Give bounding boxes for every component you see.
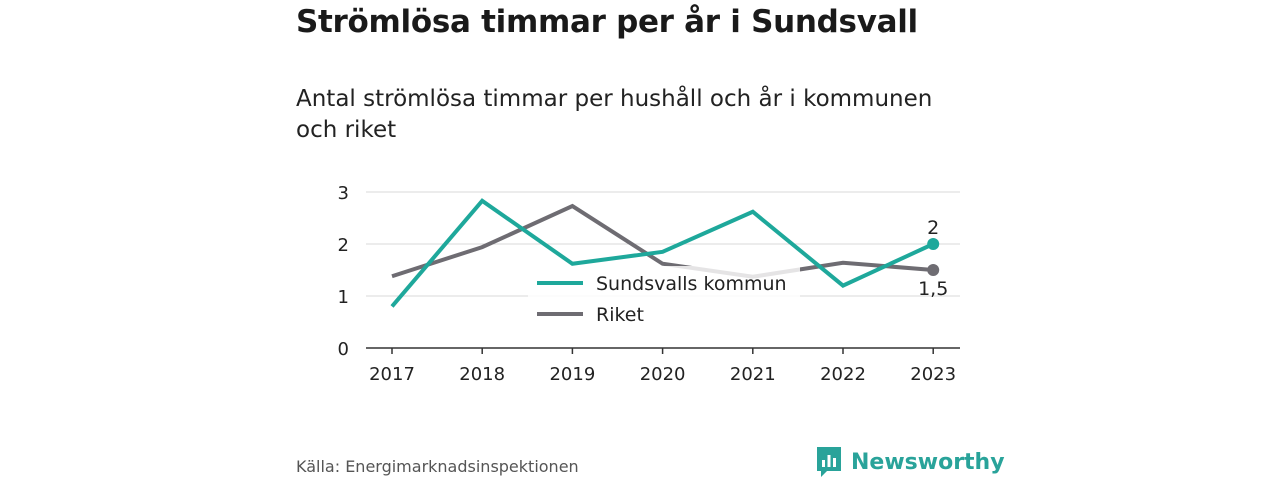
end-value-label: 1,5: [918, 278, 948, 300]
series-line-0: [390, 198, 935, 308]
end-marker: [927, 264, 940, 276]
x-tick-label: 2022: [820, 364, 866, 385]
chart-title: Strömlösa timmar per år i Sundsvall: [296, 4, 918, 40]
end-value-label: 2: [927, 217, 939, 239]
y-tick-label: 1: [338, 287, 349, 308]
brand-name: Newsworthy: [851, 449, 1005, 475]
bar-chart-speech-bubble-icon: [817, 447, 841, 477]
x-tick-label: 2021: [730, 364, 776, 385]
line-chart: 0 1 2 3 2017 2018 2019 2020 2021 2022 2023 Sundsval…: [338, 183, 960, 385]
legend-label: Riket: [596, 304, 644, 326]
end-marker: [927, 238, 940, 250]
newsworthy-logo: Newsworthy: [815, 445, 1005, 479]
chart-subtitle: Antal strömlösa timmar per hushåll och å…: [296, 86, 933, 143]
source-note: Källa: Energimarknadsinspektionen: [296, 457, 579, 476]
series-line-1: [391, 203, 934, 279]
y-tick-label: 0: [338, 339, 349, 360]
legend-background: [528, 266, 800, 332]
x-tick-label: 2017: [369, 364, 415, 385]
x-tick-label: 2023: [910, 364, 956, 385]
x-tick-label: 2019: [549, 364, 595, 385]
x-tick-label: 2018: [459, 364, 505, 385]
y-tick-label: 3: [338, 183, 349, 204]
x-tick-label: 2020: [640, 364, 686, 385]
legend-label: Sundsvalls kommun: [596, 273, 787, 295]
y-tick-label: 2: [338, 235, 349, 256]
